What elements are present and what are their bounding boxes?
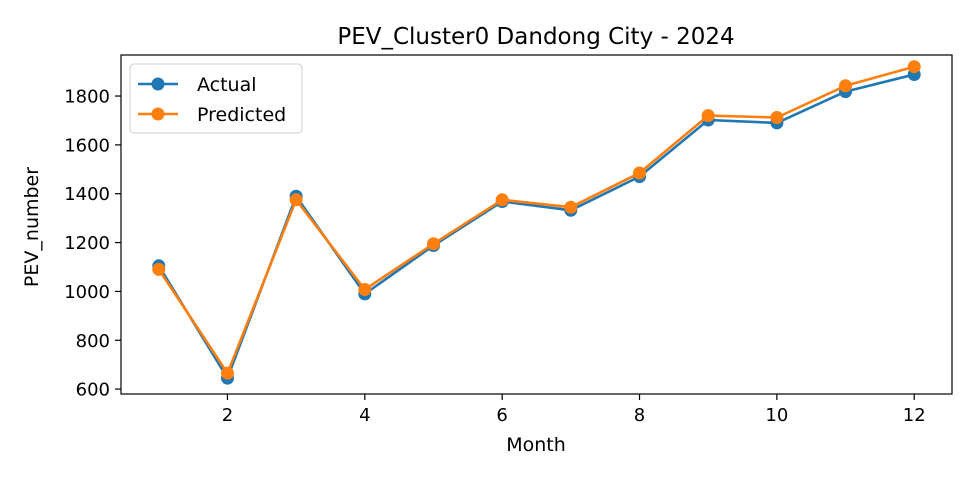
legend-label: Predicted	[197, 104, 286, 126]
x-tick-label: 4	[359, 405, 370, 426]
x-tick-label: 2	[222, 405, 233, 426]
legend-item-predicted: Predicted	[138, 104, 286, 126]
x-tick-label: 6	[496, 405, 507, 426]
legend-box	[129, 63, 303, 134]
data-point	[564, 200, 578, 214]
data-point	[839, 79, 852, 93]
x-tick-label: 10	[765, 405, 788, 426]
y-tick-label: 1000	[64, 282, 110, 303]
y-tick-label: 1600	[64, 135, 110, 156]
series-line	[157, 65, 915, 375]
legend: Actual Predicted	[129, 63, 303, 134]
plot-frame	[120, 54, 953, 395]
legend-swatch-marker	[151, 107, 165, 121]
data-point	[427, 237, 440, 251]
data-point	[358, 283, 372, 296]
y-tick-label: 1200	[64, 233, 110, 254]
y-axis-title: PEV_number	[21, 167, 43, 287]
chart-title: PEV_Cluster0 Dandong City - 2024	[337, 24, 734, 50]
y-tick-label: 1400	[64, 184, 110, 205]
x-axis-title: Month	[506, 434, 566, 456]
data-point	[701, 109, 715, 123]
data-point	[770, 111, 784, 124]
legend-item-actual: Actual	[138, 74, 257, 96]
plot-area	[152, 60, 921, 385]
data-point	[221, 366, 234, 380]
x-tick-label: 8	[634, 405, 645, 426]
data-point	[289, 193, 303, 207]
data-point	[495, 193, 509, 207]
legend-swatch-marker	[151, 77, 165, 91]
y-tick-label: 600	[76, 380, 110, 401]
series-predicted	[152, 60, 921, 380]
data-point	[907, 60, 921, 74]
data-point	[633, 166, 646, 180]
legend-label: Actual	[197, 74, 257, 96]
axes: 2 4 6 8 10 12 600 800 1000 1200 1400 1600 1800	[64, 54, 953, 426]
x-tick-label: 12	[903, 405, 926, 426]
data-point	[152, 262, 166, 276]
y-tick-label: 800	[76, 331, 110, 352]
y-tick-label: 1800	[64, 87, 110, 108]
